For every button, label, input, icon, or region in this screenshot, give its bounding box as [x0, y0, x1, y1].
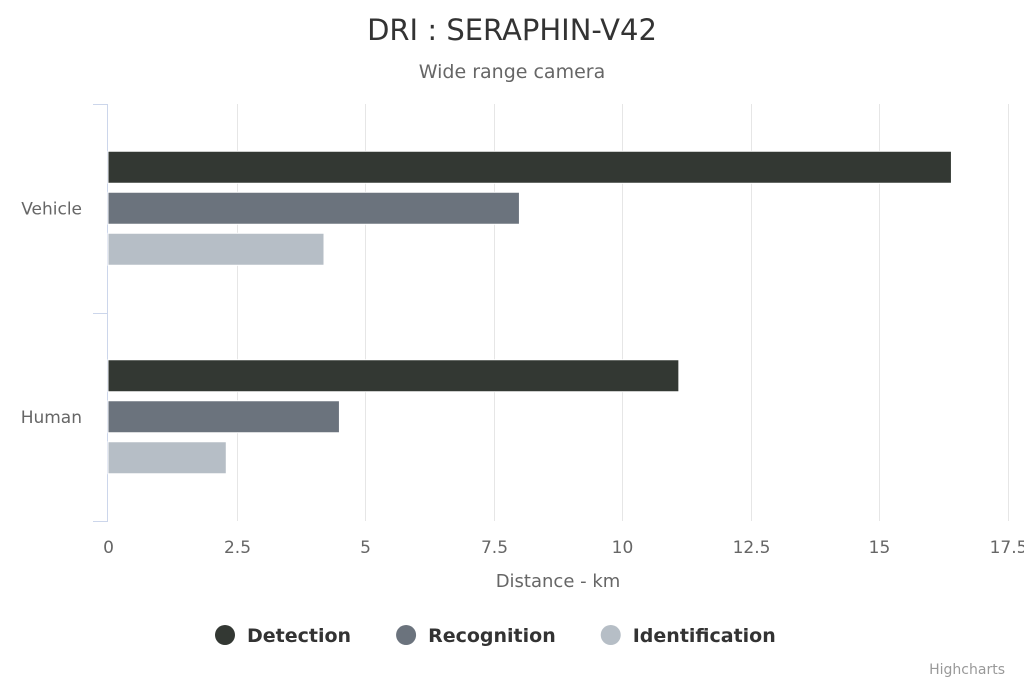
x-axis-title: Distance - km: [496, 571, 621, 592]
legend-item-recognition[interactable]: Recognition: [396, 625, 556, 647]
legend-symbol: [215, 625, 235, 645]
legend-item-identification[interactable]: Identification: [600, 625, 776, 647]
x-tick-label: 10: [612, 538, 634, 558]
x-tick-label: 12.5: [733, 538, 771, 558]
bar-recognition[interactable]: [107, 191, 520, 225]
axes: 0 2.5 5 7.5 10 12.5 15 17.5 Vehicle Human: [21, 104, 1024, 558]
bar-identification[interactable]: [107, 441, 227, 475]
legend: Detection Recognition Identification: [215, 625, 776, 647]
chart-title: DRI : SERAPHIN-V42: [367, 13, 657, 47]
legend-label: Detection: [247, 625, 351, 647]
bar-identification[interactable]: [107, 232, 325, 266]
legend-label: Identification: [633, 625, 776, 647]
x-tick-label: 2.5: [224, 538, 251, 558]
legend-symbol: [600, 625, 621, 645]
bars: [107, 150, 952, 475]
x-tick-label: 7.5: [481, 538, 508, 558]
bar-recognition[interactable]: [107, 400, 340, 434]
x-tick-label: 17.5: [990, 538, 1024, 558]
bar-detection[interactable]: [107, 359, 680, 393]
bar-detection[interactable]: [107, 150, 952, 184]
x-tick-label: 15: [869, 538, 891, 558]
legend-item-detection[interactable]: Detection: [215, 625, 351, 647]
legend-label: Recognition: [428, 625, 556, 647]
credits-link[interactable]: Highcharts: [929, 662, 1005, 678]
y-tick-label: Vehicle: [21, 199, 82, 219]
x-tick-label: 5: [360, 538, 371, 558]
x-tick-label: 0: [103, 538, 114, 558]
legend-symbol: [396, 625, 417, 645]
chart-subtitle: Wide range camera: [419, 61, 605, 83]
y-tick-label: Human: [21, 408, 82, 428]
